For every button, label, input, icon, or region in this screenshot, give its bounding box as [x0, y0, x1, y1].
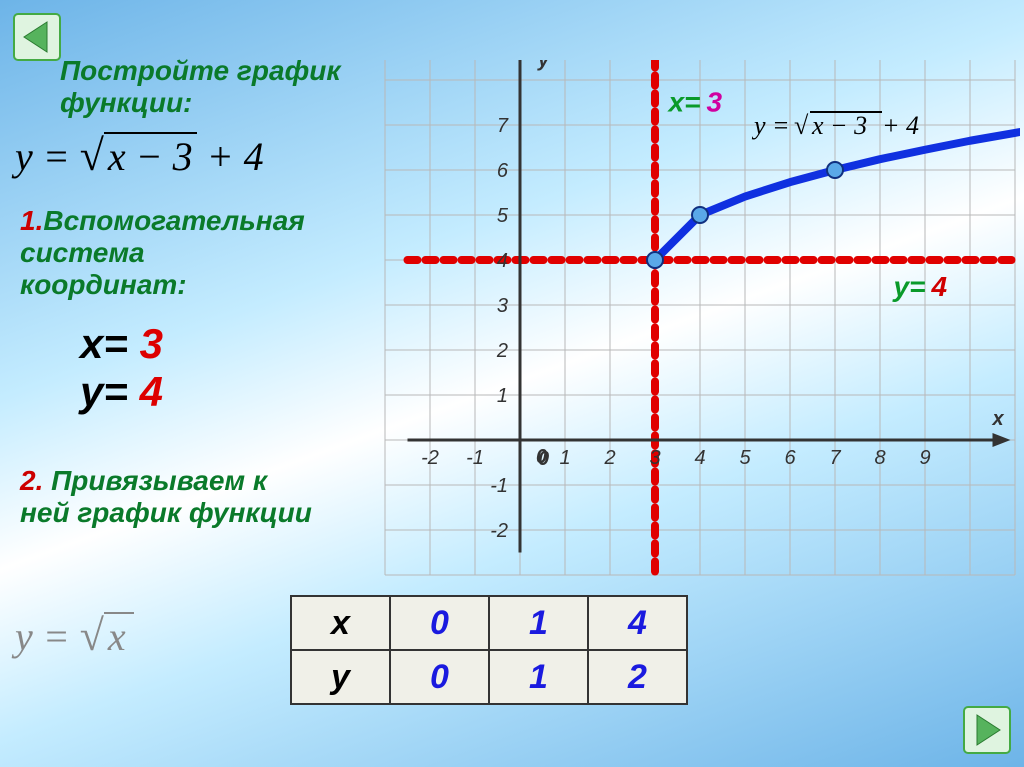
table-cell: 1 [489, 596, 588, 650]
svg-text:3: 3 [707, 87, 723, 118]
svg-text:-2: -2 [421, 447, 439, 469]
value-table: х 0 1 4 у 0 1 2 [290, 595, 688, 705]
coord-x-lhs: х= [80, 320, 140, 367]
svg-text:4: 4 [694, 447, 705, 469]
step-1-text: 1.Вспомогательная система координат: [20, 205, 305, 301]
table-cell: 0 [390, 650, 489, 704]
table-row: х 0 1 4 [291, 596, 687, 650]
svg-text:3: 3 [497, 295, 508, 317]
table-cell: 2 [588, 650, 687, 704]
title-line1: Постройте график [60, 55, 341, 86]
table-cell: 4 [588, 596, 687, 650]
nav-prev-button[interactable] [12, 12, 62, 62]
svg-text:0: 0 [536, 446, 547, 468]
step1-l2: система [20, 237, 145, 268]
svg-text:y =: y = [751, 111, 790, 140]
svg-text:8: 8 [874, 447, 885, 469]
coord-y-lhs: у= [80, 368, 140, 415]
svg-text:-1: -1 [466, 447, 484, 469]
aux-coord-values: х= 3 у= 4 [80, 320, 163, 416]
svg-text:+ 4: + 4 [882, 111, 919, 140]
small-formula: y = x [15, 610, 134, 661]
svg-text:x − 3: x − 3 [811, 111, 867, 140]
step1-l3: координат: [20, 269, 187, 300]
slide-title: Постройте график функции: [60, 55, 341, 119]
svg-text:6: 6 [784, 447, 796, 469]
step2-num: 2. [20, 465, 43, 496]
title-line2: функции: [60, 87, 192, 118]
formula-lhs: y = [15, 134, 80, 179]
formula-tail: + 4 [197, 134, 264, 179]
formula-arg: x − 3 [104, 132, 197, 179]
table-row: у 0 1 2 [291, 650, 687, 704]
table-cell: 0 [390, 596, 489, 650]
svg-text:7: 7 [829, 447, 841, 469]
svg-text:у: у [537, 60, 550, 72]
svg-text:7: 7 [497, 115, 509, 137]
svg-text:1: 1 [559, 447, 570, 469]
fs-lhs: y = [15, 614, 80, 659]
step1-num: 1. [20, 205, 43, 236]
nav-next-button[interactable] [962, 705, 1012, 755]
coord-y-val: 4 [140, 368, 163, 415]
step2-l2: ней график функции [20, 497, 312, 528]
svg-text:4: 4 [497, 250, 508, 272]
table-x-hdr: х [291, 596, 390, 650]
svg-text:3: 3 [649, 447, 660, 469]
svg-text:5: 5 [497, 205, 509, 227]
svg-text:2: 2 [603, 447, 615, 469]
svg-text:1: 1 [497, 385, 508, 407]
step-2-text: 2. Привязываем к ней график функции [20, 465, 312, 529]
step2-l1: Привязываем к [43, 465, 267, 496]
fs-arg: x [104, 612, 134, 659]
svg-text:9: 9 [919, 447, 930, 469]
coord-x-val: 3 [140, 320, 163, 367]
function-chart: -2-1123456789-2-1123456700ухх=3у=4y = √x… [380, 60, 1000, 580]
table-y-hdr: у [291, 650, 390, 704]
step1-l1: Вспомогательная [43, 205, 304, 236]
svg-text:х: х [992, 408, 1005, 430]
svg-text:4: 4 [931, 271, 948, 302]
svg-text:5: 5 [739, 447, 751, 469]
main-formula: y = x − 3 + 4 [15, 130, 264, 181]
svg-text:у=: у= [892, 271, 926, 302]
svg-text:х=: х= [667, 87, 701, 118]
svg-text:2: 2 [496, 340, 508, 362]
svg-text:-1: -1 [490, 475, 508, 497]
svg-text:√: √ [794, 111, 809, 140]
svg-text:-2: -2 [490, 520, 508, 542]
table-cell: 1 [489, 650, 588, 704]
svg-text:6: 6 [497, 160, 509, 182]
